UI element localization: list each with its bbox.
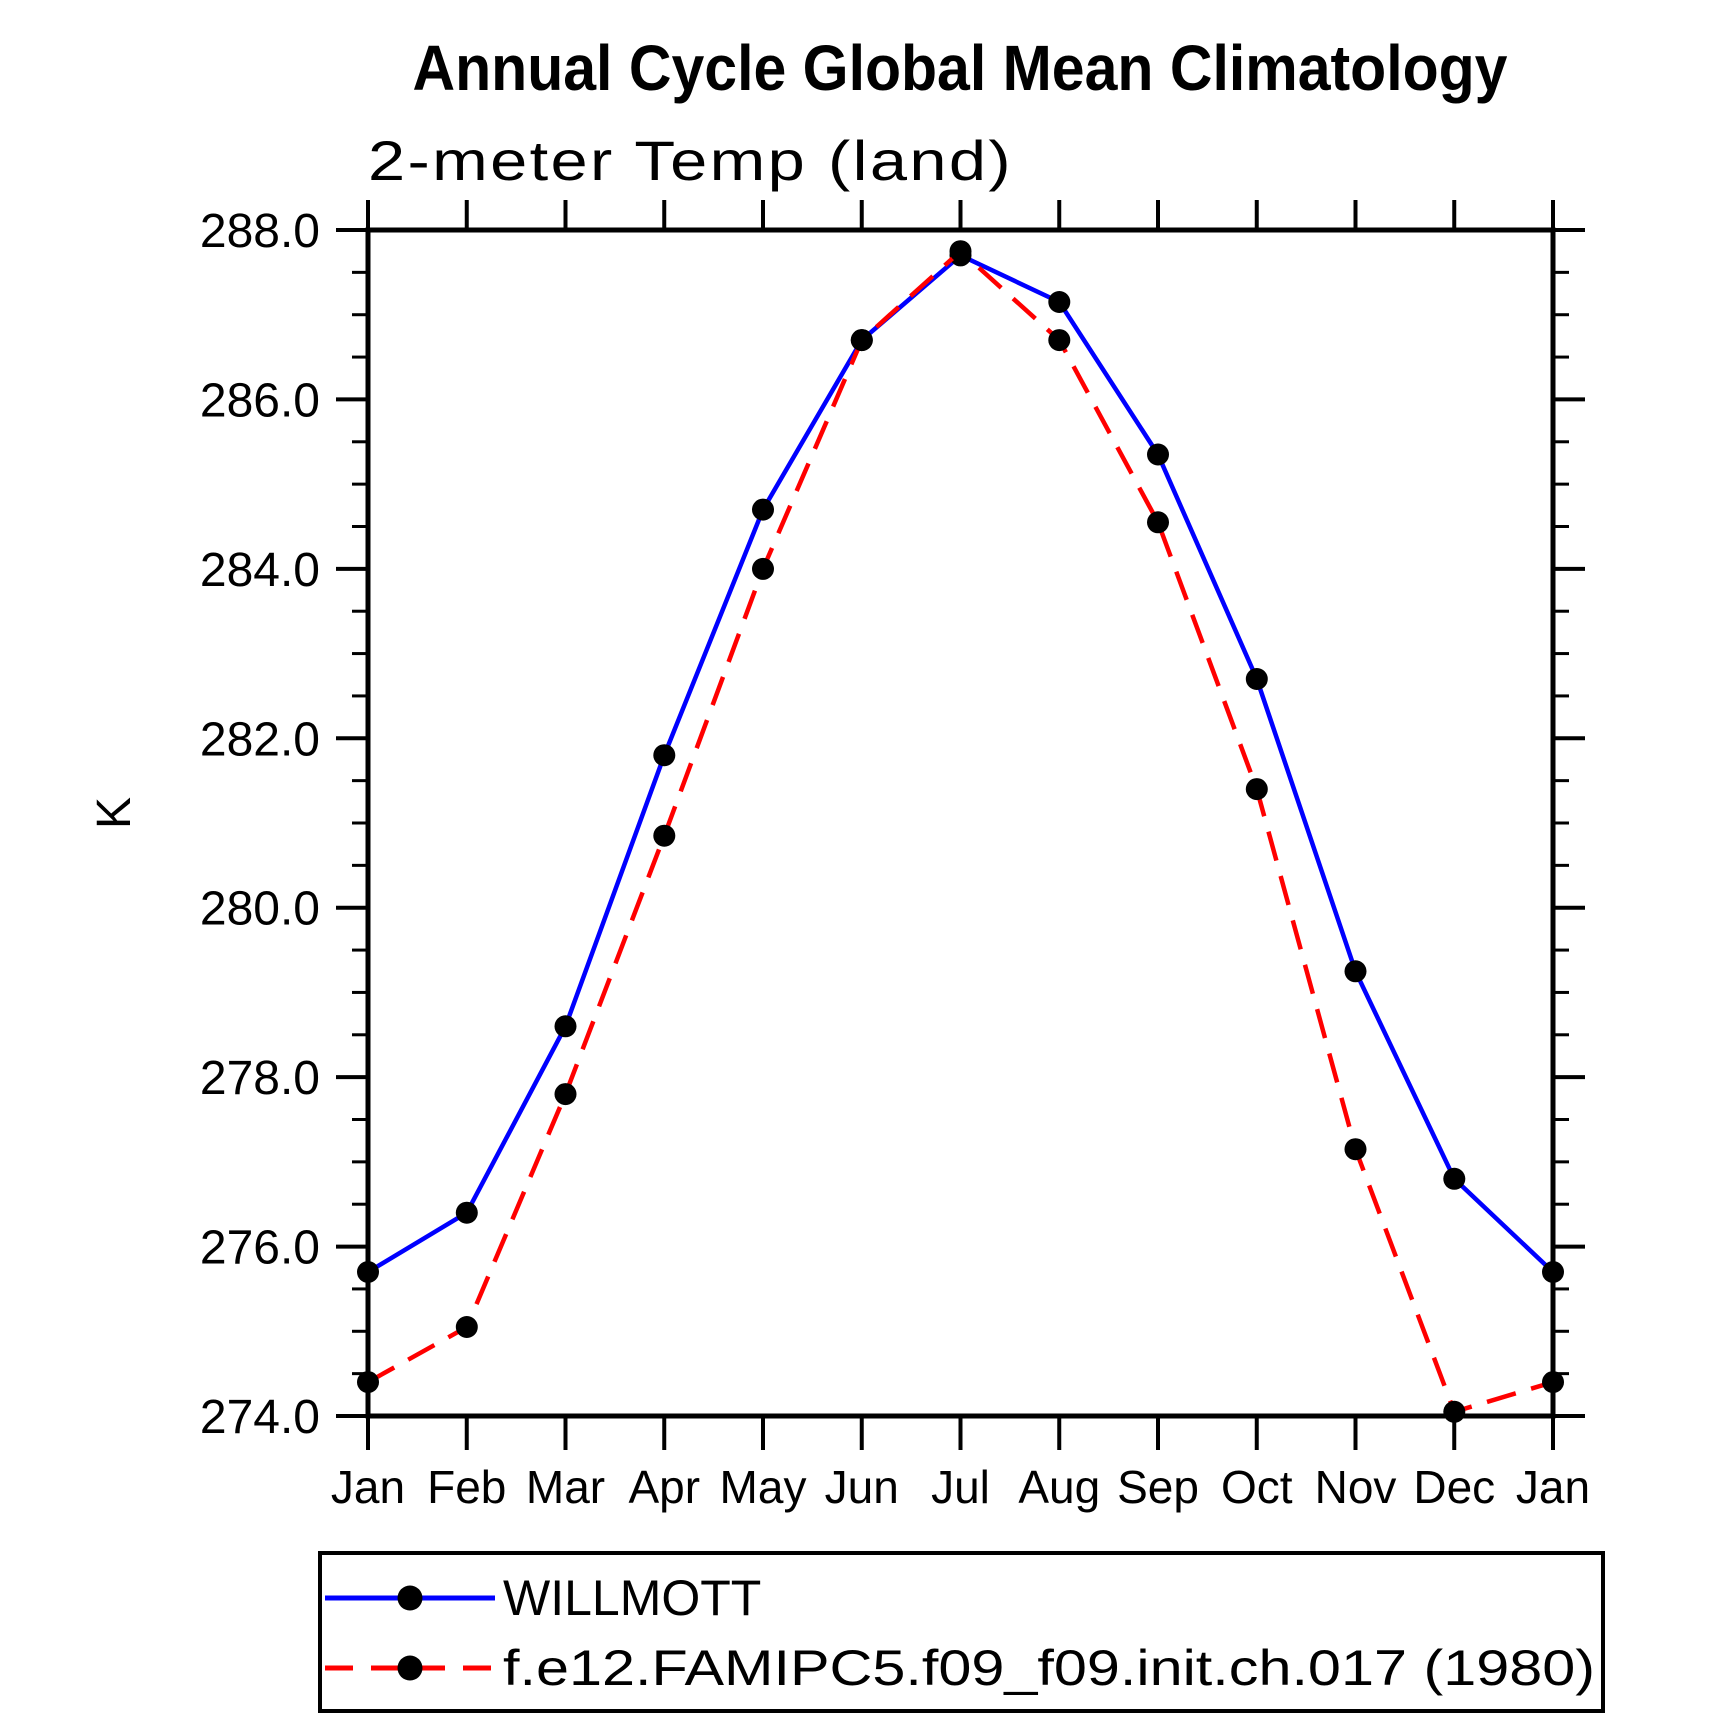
x-tick-label: Jun xyxy=(825,1461,899,1513)
data-point-marker xyxy=(1048,329,1071,352)
data-point-marker xyxy=(554,1015,577,1038)
x-tick-label: Sep xyxy=(1117,1461,1199,1513)
data-point-marker xyxy=(1245,668,1268,690)
x-tick-label: May xyxy=(720,1461,807,1513)
data-point-marker xyxy=(653,824,676,847)
legend-entry-willmott: WILLMOTT xyxy=(325,1570,761,1626)
plot-axes: Jan Feb Mar Apr May Jun Jul Aug Sep Oct Nov Dec Jan2… xyxy=(200,200,1590,1513)
data-point-marker xyxy=(357,1371,379,1394)
data-point-marker xyxy=(1443,1400,1466,1423)
data-point-marker xyxy=(1542,1261,1564,1283)
series-line-1 xyxy=(366,248,1554,1415)
legend-label-willmott: WILLMOTT xyxy=(503,1570,761,1626)
data-point-marker xyxy=(357,1261,379,1283)
data-point-marker xyxy=(653,744,676,767)
data-point-marker xyxy=(1443,1167,1466,1190)
data-point-marker xyxy=(1147,511,1169,534)
data-point-marker xyxy=(850,329,873,352)
y-tick-label: 276.0 xyxy=(200,1222,320,1275)
data-point-marker xyxy=(1245,778,1268,801)
data-point-marker xyxy=(1344,960,1367,983)
data-point-marker xyxy=(752,557,774,580)
legend-box xyxy=(318,1551,1605,1713)
data-point-marker xyxy=(949,240,972,263)
data-point-marker xyxy=(455,1316,478,1338)
plot-series xyxy=(357,240,1564,1423)
x-tick-label: Apr xyxy=(628,1461,700,1513)
y-tick-label: 288.0 xyxy=(200,205,320,258)
y-tick-label: 286.0 xyxy=(200,374,320,427)
y-tick-label: 278.0 xyxy=(200,1052,320,1105)
x-tick-label: Jan xyxy=(1516,1461,1590,1513)
data-point-marker xyxy=(554,1083,577,1106)
chart-subtitle: 2-meter Temp (land) xyxy=(368,129,1013,192)
data-point-marker xyxy=(752,498,774,521)
legend-label-model: f.e12.FAMIPC5.f09_f09.init.ch.017 (1980) xyxy=(503,1640,1595,1696)
legend-marker-dot-icon xyxy=(397,1585,423,1611)
x-tick-label: Dec xyxy=(1413,1461,1495,1513)
data-point-marker xyxy=(1344,1138,1367,1161)
y-tick-label: 282.0 xyxy=(200,713,320,766)
y-tick-label: 274.0 xyxy=(200,1391,320,1444)
plot-frame xyxy=(365,227,1556,1419)
legend-entry-model: f.e12.FAMIPC5.f09_f09.init.ch.017 (1980) xyxy=(325,1640,1595,1696)
series-line-0 xyxy=(366,252,1555,1274)
x-tick-label: Oct xyxy=(1221,1461,1293,1513)
x-tick-label: Feb xyxy=(427,1461,506,1513)
legend: WILLMOTT f.e12.FAMIPC5.f09_f09.init.ch.0… xyxy=(318,1551,1605,1713)
y-tick-label: 284.0 xyxy=(200,544,320,597)
x-tick-label: Jul xyxy=(931,1461,990,1513)
y-tick-label: 280.0 xyxy=(200,883,320,936)
data-point-marker xyxy=(455,1201,478,1224)
x-tick-label: Mar xyxy=(526,1461,605,1513)
x-tick-label: Jan xyxy=(331,1461,405,1513)
chart-title: Annual Cycle Global Mean Climatology xyxy=(413,32,1508,104)
data-point-marker xyxy=(1542,1371,1564,1394)
data-point-marker xyxy=(1048,291,1071,313)
x-tick-label: Aug xyxy=(1018,1461,1100,1513)
legend-marker-dot-icon xyxy=(397,1655,423,1681)
x-tick-label: Nov xyxy=(1315,1461,1397,1513)
y-axis-title: K xyxy=(88,797,141,829)
data-point-marker xyxy=(1147,443,1169,466)
